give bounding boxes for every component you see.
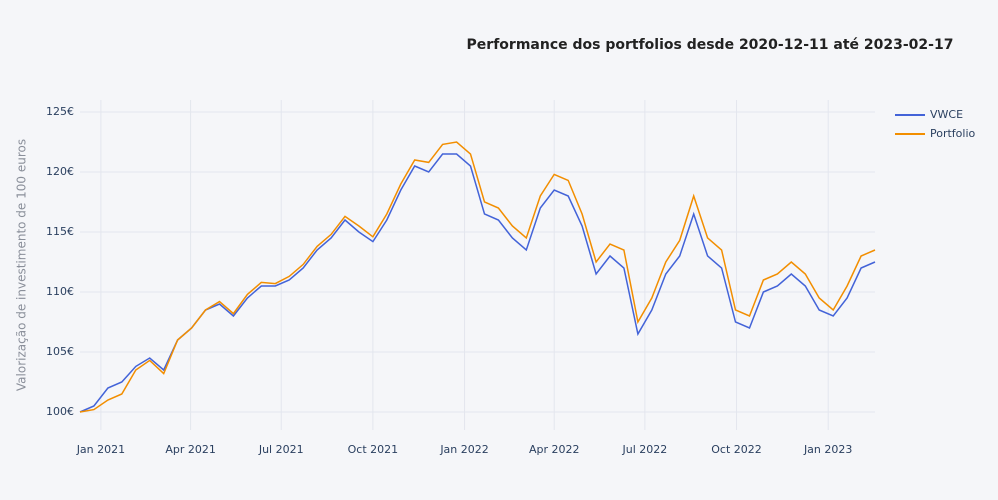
y-axis-title: Valorização de investimento de 100 euros <box>15 139 29 391</box>
x-tick-label: Apr 2022 <box>529 443 580 456</box>
x-tick-label: Oct 2022 <box>711 443 762 456</box>
legend-label: VWCE <box>930 108 963 121</box>
y-tick-label: 125€ <box>46 105 74 118</box>
x-tick-label: Oct 2021 <box>348 443 399 456</box>
legend-label: Portfolio <box>930 127 976 140</box>
x-tick-label: Apr 2021 <box>165 443 216 456</box>
y-tick-label: 105€ <box>46 345 74 358</box>
x-tick-label: Jul 2022 <box>621 443 667 456</box>
y-tick-label: 115€ <box>46 225 74 238</box>
chart-title: Performance dos portfolios desde 2020-12… <box>467 37 954 53</box>
y-tick-label: 110€ <box>46 285 74 298</box>
x-tick-label: Jan 2021 <box>76 443 125 456</box>
x-tick-label: Jul 2021 <box>258 443 304 456</box>
y-tick-label: 100€ <box>46 405 74 418</box>
x-tick-label: Jan 2023 <box>803 443 852 456</box>
line-series <box>79 153 876 413</box>
x-tick-label: Jan 2022 <box>439 443 488 456</box>
line-series <box>79 141 876 413</box>
y-tick-label: 120€ <box>46 165 74 178</box>
